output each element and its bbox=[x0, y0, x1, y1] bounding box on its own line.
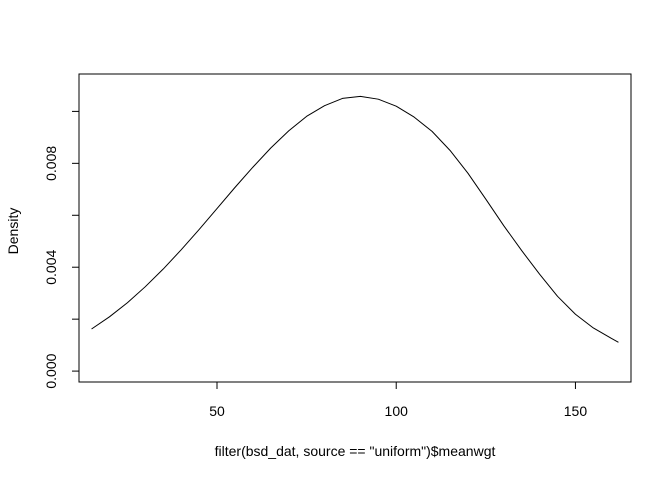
x-tick-label: 50 bbox=[209, 403, 225, 419]
y-tick-label: 0.008 bbox=[43, 146, 59, 181]
y-axis: 0.000 0.004 0.008 bbox=[43, 110, 80, 389]
y-axis-label: Density bbox=[5, 208, 21, 255]
series-layer bbox=[91, 95, 619, 343]
x-axis: 50 100 150 bbox=[209, 381, 588, 419]
plot-box bbox=[78, 73, 632, 383]
density-curve bbox=[91, 95, 619, 343]
x-axis-label: filter(bsd_dat, source == "uniform")$mea… bbox=[215, 443, 496, 459]
x-tick-label: 150 bbox=[564, 403, 588, 419]
x-tick-label: 100 bbox=[385, 403, 409, 419]
y-tick-label: 0.000 bbox=[43, 353, 59, 388]
y-tick-label: 0.004 bbox=[43, 249, 59, 284]
